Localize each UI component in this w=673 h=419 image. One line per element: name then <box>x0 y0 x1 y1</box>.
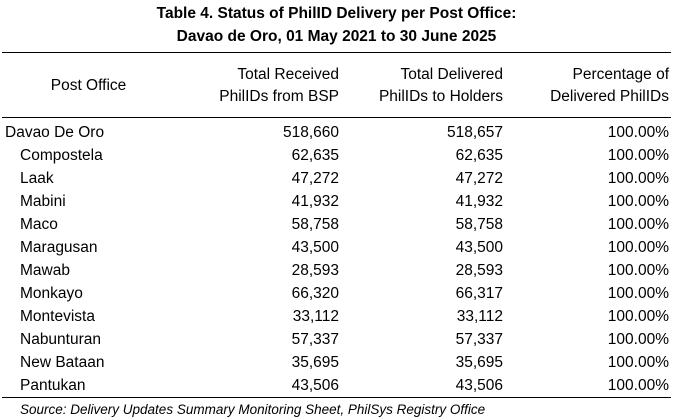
column-header-received-line-1: Total Received <box>237 66 339 83</box>
column-header-percentage-line-2: Delivered PhilIDs <box>550 88 669 105</box>
table-row: Nabunturan 57,337 57,337 100.00% <box>0 328 673 351</box>
table-row: Mawab 28,593 28,593 100.00% <box>0 259 673 282</box>
row-received: 41,932 <box>291 193 339 210</box>
table-row: Compostela 62,635 62,635 100.00% <box>0 144 673 167</box>
row-post-office: New Bataan <box>20 354 105 371</box>
row-percentage: 100.00% <box>607 193 669 210</box>
row-percentage: 100.00% <box>607 331 669 348</box>
row-post-office: Laak <box>20 170 54 187</box>
row-post-office: Maragusan <box>20 239 98 256</box>
row-delivered: 47,272 <box>455 170 503 187</box>
row-percentage: 100.00% <box>607 354 669 371</box>
column-header-percentage-line-1: Percentage of <box>572 66 669 83</box>
row-post-office: Mabini <box>20 193 66 210</box>
row-received: 33,112 <box>292 308 339 325</box>
row-received: 28,593 <box>291 262 339 279</box>
row-post-office: Montevista <box>20 308 95 325</box>
table-row: Monkayo 66,320 66,317 100.00% <box>0 282 673 305</box>
row-percentage: 100.00% <box>607 147 669 164</box>
row-received: 57,337 <box>291 331 339 348</box>
column-header-received: Total Received PhilIDs from BSP <box>219 64 339 108</box>
table-row-total: Davao De Oro 518,660 518,657 100.00% <box>0 121 673 144</box>
column-header-post-office: Post Office <box>2 75 175 97</box>
row-percentage: 100.00% <box>607 239 669 256</box>
table-row: Montevista 33,112 33,112 100.00% <box>0 305 673 328</box>
row-received: 43,506 <box>291 377 339 394</box>
row-received: 62,635 <box>291 147 339 164</box>
row-post-office: Monkayo <box>20 285 83 302</box>
row-delivered: 57,337 <box>455 331 503 348</box>
row-percentage: 100.00% <box>607 124 669 141</box>
row-received: 518,660 <box>282 124 339 141</box>
column-header-post-office-label: Post Office <box>50 77 127 94</box>
row-received: 66,320 <box>291 285 339 302</box>
row-delivered: 43,500 <box>455 239 503 256</box>
row-percentage: 100.00% <box>607 285 669 302</box>
row-delivered: 28,593 <box>455 262 503 279</box>
row-percentage: 100.00% <box>607 377 669 394</box>
row-delivered: 35,695 <box>455 354 503 371</box>
source-note: Source: Delivery Updates Summary Monitor… <box>20 402 486 417</box>
row-delivered: 43,506 <box>455 377 503 394</box>
table-row: Laak 47,272 47,272 100.00% <box>0 167 673 190</box>
row-received: 43,500 <box>291 239 339 256</box>
row-post-office: Maco <box>20 216 58 233</box>
row-percentage: 100.00% <box>607 308 669 325</box>
row-delivered: 41,932 <box>455 193 503 210</box>
column-header-received-line-2: PhilIDs from BSP <box>219 88 339 105</box>
table-top-rule <box>2 52 671 53</box>
column-header-delivered-line-2: PhilIDs to Holders <box>378 88 503 105</box>
table-row: New Bataan 35,695 35,695 100.00% <box>0 351 673 374</box>
table-row: Mabini 41,932 41,932 100.00% <box>0 190 673 213</box>
row-post-office: Nabunturan <box>20 331 102 348</box>
row-delivered: 518,657 <box>446 124 503 141</box>
row-received: 47,272 <box>291 170 339 187</box>
row-delivered: 66,317 <box>455 285 503 302</box>
row-percentage: 100.00% <box>607 170 669 187</box>
table-body: Davao De Oro 518,660 518,657 100.00% Com… <box>0 121 673 397</box>
table-row: Maragusan 43,500 43,500 100.00% <box>0 236 673 259</box>
row-post-office: Pantukan <box>20 377 86 394</box>
row-delivered: 33,112 <box>456 308 503 325</box>
table-title-line-2: Davao de Oro, 01 May 2021 to 30 June 202… <box>176 28 497 45</box>
table-row: Maco 58,758 58,758 100.00% <box>0 213 673 236</box>
row-delivered: 58,758 <box>455 216 503 233</box>
column-header-percentage: Percentage of Delivered PhilIDs <box>550 64 669 108</box>
column-header-delivered: Total Delivered PhilIDs to Holders <box>379 64 503 108</box>
table-title-line-1: Table 4. Status of PhilID Delivery per P… <box>156 5 517 22</box>
row-delivered: 62,635 <box>455 147 503 164</box>
row-percentage: 100.00% <box>607 216 669 233</box>
row-received: 58,758 <box>291 216 339 233</box>
row-post-office: Davao De Oro <box>5 124 105 141</box>
row-received: 35,695 <box>291 354 339 371</box>
header-bottom-rule <box>2 117 671 118</box>
table-row: Pantukan 43,506 43,506 100.00% <box>0 374 673 397</box>
row-post-office: Mawab <box>20 262 70 279</box>
row-percentage: 100.00% <box>607 262 669 279</box>
column-header-delivered-line-1: Total Delivered <box>400 66 503 83</box>
row-post-office: Compostela <box>20 147 103 164</box>
table-bottom-rule <box>2 397 671 398</box>
